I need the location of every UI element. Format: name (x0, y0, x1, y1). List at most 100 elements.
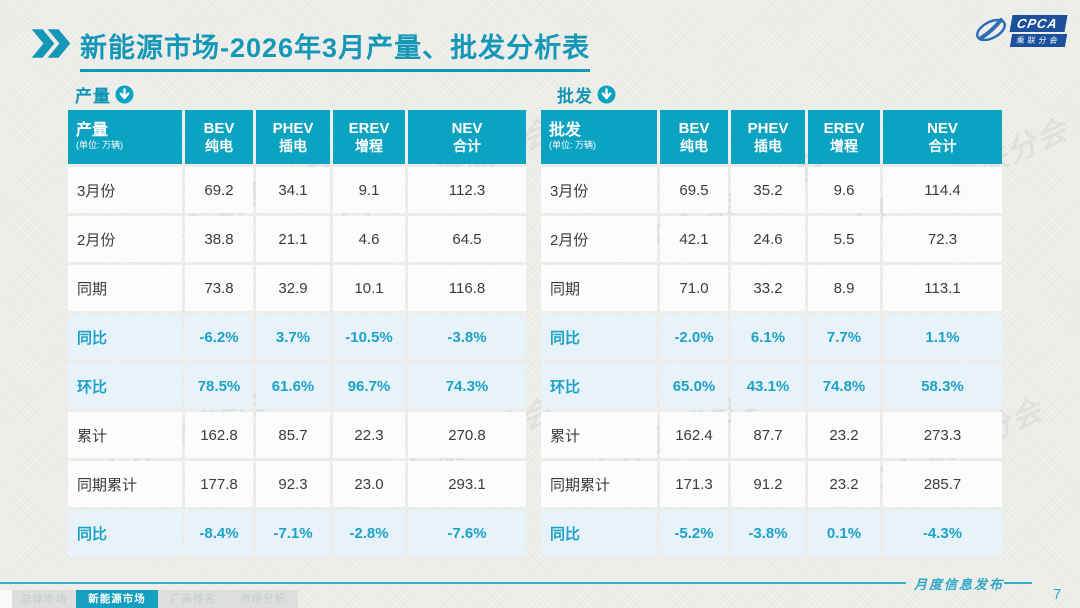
corner-header-production: 产量 (单位: 万辆) (68, 110, 182, 164)
cell-value: -3.8% (731, 510, 805, 556)
production-section-header: 产量 (75, 82, 134, 107)
footer-line-left (0, 582, 906, 584)
cell-value: 96.7% (333, 363, 405, 409)
wholesale-section-label: 批发 (557, 87, 593, 106)
cell-value: 34.1 (256, 167, 330, 213)
cell-value: 285.7 (883, 461, 1002, 507)
cell-value: -6.2% (185, 314, 253, 360)
cell-value: 73.8 (185, 265, 253, 311)
table-row: 同比 -6.2% 3.7% -10.5% -3.8% (68, 314, 526, 360)
cell-value: -2.8% (333, 510, 405, 556)
cell-value: -2.0% (660, 314, 728, 360)
cell-value: -10.5% (333, 314, 405, 360)
tab-nev-market[interactable]: 新能源市场 (76, 590, 158, 608)
cell-value: 8.9 (808, 265, 880, 311)
row-label: 同期 (541, 265, 657, 311)
cell-value: 61.6% (256, 363, 330, 409)
table-row: 同比 -8.4% -7.1% -2.8% -7.6% (68, 510, 526, 556)
row-label: 同期累计 (541, 461, 657, 507)
table-row: 2月份 38.8 21.1 4.6 64.5 (68, 216, 526, 262)
footer-line-right (1004, 582, 1032, 584)
table-row: 同期 71.0 33.2 8.9 113.1 (541, 265, 1002, 311)
table-row: 同期累计 171.3 91.2 23.2 285.7 (541, 461, 1002, 507)
cell-value: 33.2 (731, 265, 805, 311)
col-header-bev: BEV 纯电 (660, 110, 728, 164)
wholesale-table: 批发 (单位: 万辆) BEV 纯电 PHEV 插电 EREV 增程 NEV 合计 3月… (538, 107, 1005, 559)
cell-value: 74.3% (408, 363, 526, 409)
cell-value: 9.6 (808, 167, 880, 213)
footer-tab-bar: 总体市场 新能源市场 厂商排名 市场分析 (0, 590, 298, 608)
page-number: 7 (1053, 586, 1062, 603)
cell-value: 71.0 (660, 265, 728, 311)
cell-value: 87.7 (731, 412, 805, 458)
cell-value: -7.6% (408, 510, 526, 556)
cell-value: 21.1 (256, 216, 330, 262)
cell-value: 114.4 (883, 167, 1002, 213)
cell-value: 69.2 (185, 167, 253, 213)
row-label: 2月份 (68, 216, 182, 262)
production-section-label: 产量 (75, 87, 111, 106)
table-row: 同期 73.8 32.9 10.1 116.8 (68, 265, 526, 311)
logo-subtext: 乘联分会 (1010, 34, 1068, 47)
cell-value: 23.2 (808, 461, 880, 507)
cpca-logo: CPCA 乘联分会 (973, 14, 1068, 48)
cell-value: 113.1 (883, 265, 1002, 311)
cell-value: 22.3 (333, 412, 405, 458)
col-header-phev: PHEV 插电 (731, 110, 805, 164)
row-label: 同期累计 (68, 461, 182, 507)
cell-value: 5.5 (808, 216, 880, 262)
cell-value: 72.3 (883, 216, 1002, 262)
table-header-row: 批发 (单位: 万辆) BEV 纯电 PHEV 插电 EREV 增程 NEV 合计 (541, 110, 1002, 164)
col-header-erev: EREV 增程 (333, 110, 405, 164)
table-row: 环比 65.0% 43.1% 74.8% 58.3% (541, 363, 1002, 409)
table-row: 同比 -2.0% 6.1% 7.7% 1.1% (541, 314, 1002, 360)
cell-value: -3.8% (408, 314, 526, 360)
cell-value: 23.0 (333, 461, 405, 507)
table-row: 环比 78.5% 61.6% 96.7% 74.3% (68, 363, 526, 409)
cell-value: 171.3 (660, 461, 728, 507)
table-row: 累计 162.4 87.7 23.2 273.3 (541, 412, 1002, 458)
page-title: 新能源市场-2026年3月产量、批发分析表 (80, 26, 591, 72)
cell-value: 293.1 (408, 461, 526, 507)
cell-value: 10.1 (333, 265, 405, 311)
down-arrow-icon (115, 85, 134, 104)
col-header-erev: EREV 增程 (808, 110, 880, 164)
row-label: 环比 (541, 363, 657, 409)
cell-value: 32.9 (256, 265, 330, 311)
table-row: 2月份 42.1 24.6 5.5 72.3 (541, 216, 1002, 262)
cell-value: 162.8 (185, 412, 253, 458)
cell-value: 273.3 (883, 412, 1002, 458)
cell-value: 58.3% (883, 363, 1002, 409)
cell-value: 4.6 (333, 216, 405, 262)
corner-header-wholesale: 批发 (单位: 万辆) (541, 110, 657, 164)
row-label: 3月份 (541, 167, 657, 213)
col-header-nev: NEV 合计 (883, 110, 1002, 164)
row-label: 累计 (541, 412, 657, 458)
cell-value: 270.8 (408, 412, 526, 458)
table-row: 同比 -5.2% -3.8% 0.1% -4.3% (541, 510, 1002, 556)
cpca-swoosh-icon (976, 18, 1007, 42)
tab-overall-market[interactable]: 总体市场 (12, 590, 76, 608)
table-row: 累计 162.8 85.7 22.3 270.8 (68, 412, 526, 458)
row-label: 累计 (68, 412, 182, 458)
cell-value: 69.5 (660, 167, 728, 213)
cell-value: 23.2 (808, 412, 880, 458)
tab-market-analysis[interactable]: 市场分析 (228, 590, 298, 608)
row-label: 同比 (68, 510, 182, 556)
cell-value: 78.5% (185, 363, 253, 409)
row-label: 环比 (68, 363, 182, 409)
row-label: 同期 (68, 265, 182, 311)
table-row: 3月份 69.5 35.2 9.6 114.4 (541, 167, 1002, 213)
cell-value: 85.7 (256, 412, 330, 458)
cell-value: 65.0% (660, 363, 728, 409)
cell-value: -7.1% (256, 510, 330, 556)
cell-value: 35.2 (731, 167, 805, 213)
cell-value: 38.8 (185, 216, 253, 262)
row-label: 同比 (541, 510, 657, 556)
cell-value: 24.6 (731, 216, 805, 262)
tab-oem-ranking[interactable]: 厂商排名 (158, 590, 228, 608)
table-row: 3月份 69.2 34.1 9.1 112.3 (68, 167, 526, 213)
cell-value: 7.7% (808, 314, 880, 360)
table-row: 同期累计 177.8 92.3 23.0 293.1 (68, 461, 526, 507)
cell-value: 112.3 (408, 167, 526, 213)
